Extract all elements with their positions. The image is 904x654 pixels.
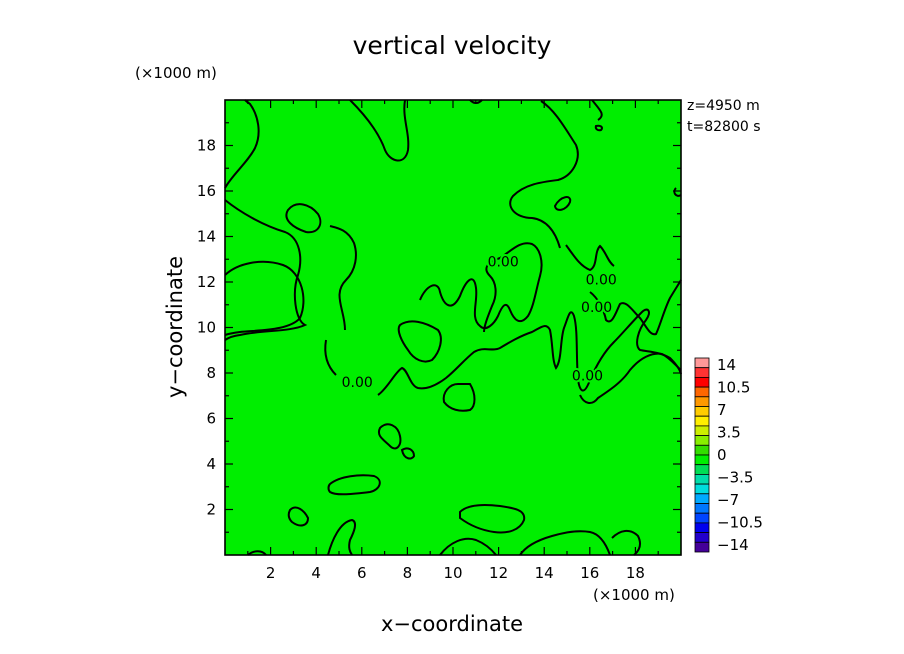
- x-unit-label: (×1000 m): [593, 586, 675, 604]
- colorbar-swatch: [694, 464, 710, 475]
- colorbar-swatch: [694, 425, 710, 436]
- contour-line: [594, 124, 604, 132]
- contour-line: [439, 537, 497, 556]
- y-tick-labels: 2 4 6 8 10 12 14 16 18: [197, 137, 216, 519]
- colorbar-swatch: [694, 435, 710, 446]
- contour-line: [579, 352, 682, 404]
- colorbar-swatch: [694, 396, 710, 407]
- x-tick-label: 16: [580, 564, 599, 582]
- colorbar-label: 7: [717, 401, 727, 419]
- colorbar-label: 14: [717, 356, 736, 374]
- colorbar-label: 3.5: [717, 424, 741, 442]
- x-tick-label: 14: [535, 564, 554, 582]
- contour-label: 0.00: [586, 273, 617, 289]
- colorbar-swatch: [694, 367, 710, 378]
- annotation-height: z=4950 m: [687, 98, 760, 114]
- colorbar-label: 0: [717, 446, 727, 464]
- contour-line: [553, 196, 572, 211]
- contour-line: [591, 99, 603, 121]
- colorbar-swatch: [694, 532, 710, 543]
- y-tick-label: 4: [206, 455, 216, 473]
- contour-line: [327, 518, 357, 556]
- contour-line: [224, 199, 308, 341]
- contour-label: 0.00: [488, 255, 519, 271]
- contour-line: [459, 503, 526, 534]
- contour-line: [378, 423, 402, 450]
- x-tick-label: 4: [311, 564, 321, 582]
- x-tick-labels: 2 4 6 8 10 12 14 16 18: [266, 564, 645, 582]
- contour-line: [589, 279, 682, 336]
- colorbar-label: 10.5: [717, 379, 750, 397]
- y-tick-label: 10: [197, 319, 216, 337]
- colorbar-swatch: [694, 454, 710, 466]
- contour-labels: 0.00 0.00 0.00 0.00 0.00: [340, 253, 619, 394]
- x-tick-label: 12: [489, 564, 508, 582]
- x-tick-label: 18: [626, 564, 645, 582]
- contour-label: 0.00: [342, 375, 373, 391]
- colorbar-swatch: [694, 503, 710, 514]
- x-tick-label: 8: [403, 564, 413, 582]
- colorbar-label: −10.5: [717, 514, 763, 532]
- y-tick-label: 14: [197, 228, 216, 246]
- colorbar-swatch: [694, 415, 710, 427]
- colorbar-swatch: [694, 522, 710, 534]
- contour-line: [519, 530, 611, 556]
- contour-line: [565, 244, 615, 272]
- contour-line: [247, 550, 267, 556]
- contour-label: 0.00: [572, 368, 603, 384]
- y-axis-label: y−coordinate: [163, 256, 187, 398]
- colorbar-swatch: [694, 357, 710, 369]
- colorbar-swatch: [694, 483, 710, 495]
- contour-line: [327, 474, 381, 496]
- colorbar-swatch: [694, 376, 710, 388]
- axis-ticks: [225, 100, 681, 555]
- x-tick-label: 2: [266, 564, 276, 582]
- contour-line: [224, 99, 260, 189]
- colorbar-swatch: [694, 512, 710, 524]
- zero-contours: [224, 99, 682, 556]
- colorbar-label: −7: [717, 491, 739, 509]
- contour-line: [673, 187, 682, 197]
- colorbar-label: −14: [717, 536, 749, 554]
- x-tick-label: 6: [357, 564, 367, 582]
- y-tick-label: 18: [197, 137, 216, 155]
- y-tick-label: 12: [197, 273, 216, 291]
- y-tick-label: 6: [206, 410, 216, 428]
- contour-line: [349, 99, 410, 162]
- contour-label: 0.00: [581, 300, 612, 316]
- annotation-time: t=82800 s: [687, 119, 761, 135]
- colorbar-swatch: [694, 386, 710, 398]
- colorbar-swatch: [694, 406, 710, 417]
- contour-line: [442, 382, 476, 412]
- colorbar-swatch: [694, 473, 710, 485]
- x-tick-label: 10: [443, 564, 462, 582]
- chart-title: vertical velocity: [353, 31, 552, 60]
- x-axis-label: x−coordinate: [381, 612, 523, 636]
- colorbar-labels: 14 10.5 7 3.5 0 −3.5 −7 −10.5 −14: [717, 356, 763, 554]
- contour-line: [224, 260, 305, 336]
- contour-line: [377, 308, 682, 396]
- y-tick-label: 8: [206, 364, 216, 382]
- y-tick-label: 16: [197, 182, 216, 200]
- colorbar-label: −3.5: [717, 469, 753, 487]
- contour-line: [611, 530, 642, 556]
- contour-line: [419, 242, 543, 333]
- y-unit-label: (×1000 m): [135, 64, 217, 82]
- contour-line: [329, 225, 357, 331]
- colorbar-swatch: [694, 541, 710, 553]
- contour-line: [287, 506, 310, 527]
- contour-line: [397, 320, 442, 363]
- colorbar: [694, 357, 710, 553]
- contour-line: [400, 447, 416, 460]
- contour-line: [509, 100, 579, 249]
- colorbar-swatch: [694, 493, 710, 504]
- colorbar-swatch: [694, 444, 710, 456]
- y-tick-label: 2: [206, 501, 216, 519]
- contour-line: [285, 203, 322, 234]
- contour-line: [324, 339, 337, 376]
